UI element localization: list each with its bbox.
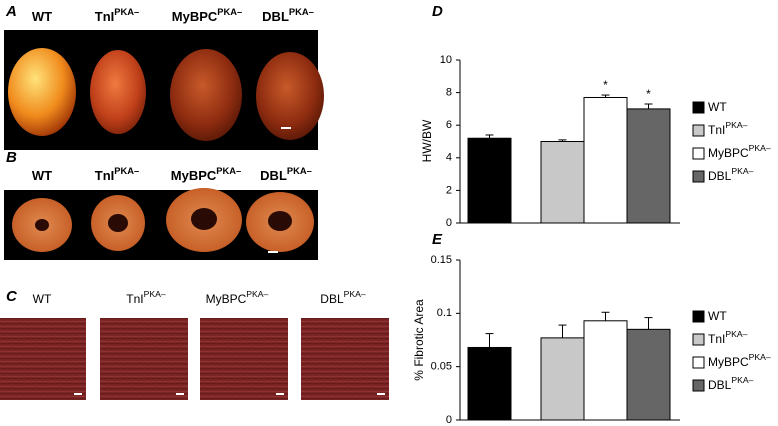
genotype-label-sup: PKA– xyxy=(246,289,268,299)
genotype-label-sup: PKA– xyxy=(287,166,312,176)
legend-label-sup: PKA– xyxy=(725,120,747,130)
legend-label-base: WT xyxy=(708,100,727,114)
y-tick-label: 0.05 xyxy=(431,361,452,373)
panel-label: D xyxy=(432,3,443,20)
y-tick-label: 0 xyxy=(446,217,452,229)
legend-label-base: TnI xyxy=(708,123,725,137)
legend-label-sup: PKA– xyxy=(725,329,747,339)
genotype-label: TnIPKA– xyxy=(95,166,139,183)
genotype-label: MyBPCPKA– xyxy=(171,166,241,183)
bar xyxy=(540,337,585,421)
legend-label: DBLPKA– xyxy=(708,166,754,183)
legend-label-sup: PKA– xyxy=(731,375,753,385)
legend-label-base: DBL xyxy=(708,169,732,183)
genotype-label-base: DBL xyxy=(262,9,289,24)
legend-swatch xyxy=(692,333,705,346)
genotype-label: WT xyxy=(32,9,52,24)
y-tick-label: 4 xyxy=(446,152,452,164)
y-tick-label: 8 xyxy=(446,87,452,99)
photo-hearts xyxy=(4,30,324,150)
legend-label: MyBPCPKA– xyxy=(708,352,771,369)
legend-swatch xyxy=(692,101,705,114)
legend-label: MyBPCPKA– xyxy=(708,143,771,160)
legend-label-base: DBL xyxy=(708,378,732,392)
genotype-label-base: DBL xyxy=(260,168,287,183)
genotype-label: DBLPKA– xyxy=(260,166,312,183)
bar xyxy=(583,96,628,224)
genotype-label-base: TnI xyxy=(95,9,115,24)
y-tick-label: 0.1 xyxy=(437,307,452,319)
bar xyxy=(583,320,628,421)
genotype-label-base: DBL xyxy=(320,292,344,306)
legend-label-sup: PKA– xyxy=(731,166,753,176)
genotype-label-base: MyBPC xyxy=(171,168,217,183)
legend-label: WT xyxy=(708,309,727,323)
genotype-label-base: TnI xyxy=(126,292,143,306)
legend-label: DBLPKA– xyxy=(708,375,754,392)
genotype-label-sup: PKA– xyxy=(289,7,314,17)
panel-label: E xyxy=(432,231,443,248)
significance: * xyxy=(603,78,608,92)
y-axis-label: % Fibrotic Area xyxy=(412,299,426,381)
legend-swatch xyxy=(692,379,705,392)
legend-label-base: MyBPC xyxy=(708,146,749,160)
genotype-label-base: MyBPC xyxy=(172,9,218,24)
genotype-label-base: WT xyxy=(33,292,52,306)
bar xyxy=(467,346,512,421)
legend-label: TnIPKA– xyxy=(708,329,748,346)
bar xyxy=(540,141,585,224)
genotype-label: TnIPKA– xyxy=(126,289,166,306)
legend-swatch xyxy=(692,356,705,369)
genotype-label-sup: PKA– xyxy=(216,166,241,176)
genotype-label-sup: PKA– xyxy=(217,7,242,17)
y-tick-label: 6 xyxy=(446,119,452,131)
panel-label: B xyxy=(6,149,17,166)
legend-swatch xyxy=(692,147,705,160)
genotype-label: MyBPCPKA– xyxy=(206,289,269,306)
legend-label-base: WT xyxy=(708,309,727,323)
genotype-label-base: WT xyxy=(32,168,52,183)
genotype-label: MyBPCPKA– xyxy=(172,7,242,24)
genotype-label-sup: PKA– xyxy=(144,289,166,299)
legend-label-sup: PKA– xyxy=(749,143,771,153)
genotype-label: WT xyxy=(32,168,52,183)
genotype-label-base: MyBPC xyxy=(206,292,247,306)
genotype-label-sup: PKA– xyxy=(114,166,139,176)
panel-label: C xyxy=(6,288,18,305)
y-tick-label: 0.15 xyxy=(431,254,452,266)
genotype-label: DBLPKA– xyxy=(262,7,314,24)
legend-label: WT xyxy=(708,100,727,114)
y-tick-label: 0 xyxy=(446,414,452,426)
genotype-label: WT xyxy=(33,292,52,306)
legend-label: TnIPKA– xyxy=(708,120,748,137)
genotype-label-base: TnI xyxy=(95,168,115,183)
genotype-label-sup: PKA– xyxy=(344,289,366,299)
genotype-label: TnIPKA– xyxy=(95,7,139,24)
y-tick-label: 2 xyxy=(446,184,452,196)
photo-slices xyxy=(4,188,318,260)
y-tick-label: 10 xyxy=(440,54,452,66)
legend-label-base: MyBPC xyxy=(708,355,749,369)
bar xyxy=(626,328,671,421)
panel-label: A xyxy=(5,3,17,20)
photo-tissue xyxy=(0,318,389,400)
legend-label-base: TnI xyxy=(708,332,725,346)
bar xyxy=(467,137,512,224)
bar xyxy=(626,108,671,224)
y-axis-label: HW/BW xyxy=(420,119,434,162)
legend-swatch xyxy=(692,310,705,323)
legend-swatch xyxy=(692,124,705,137)
legend-swatch xyxy=(692,170,705,183)
significance: * xyxy=(646,87,651,101)
genotype-label: DBLPKA– xyxy=(320,289,366,306)
genotype-label-base: WT xyxy=(32,9,52,24)
genotype-label-sup: PKA– xyxy=(114,7,139,17)
legend-label-sup: PKA– xyxy=(749,352,771,362)
